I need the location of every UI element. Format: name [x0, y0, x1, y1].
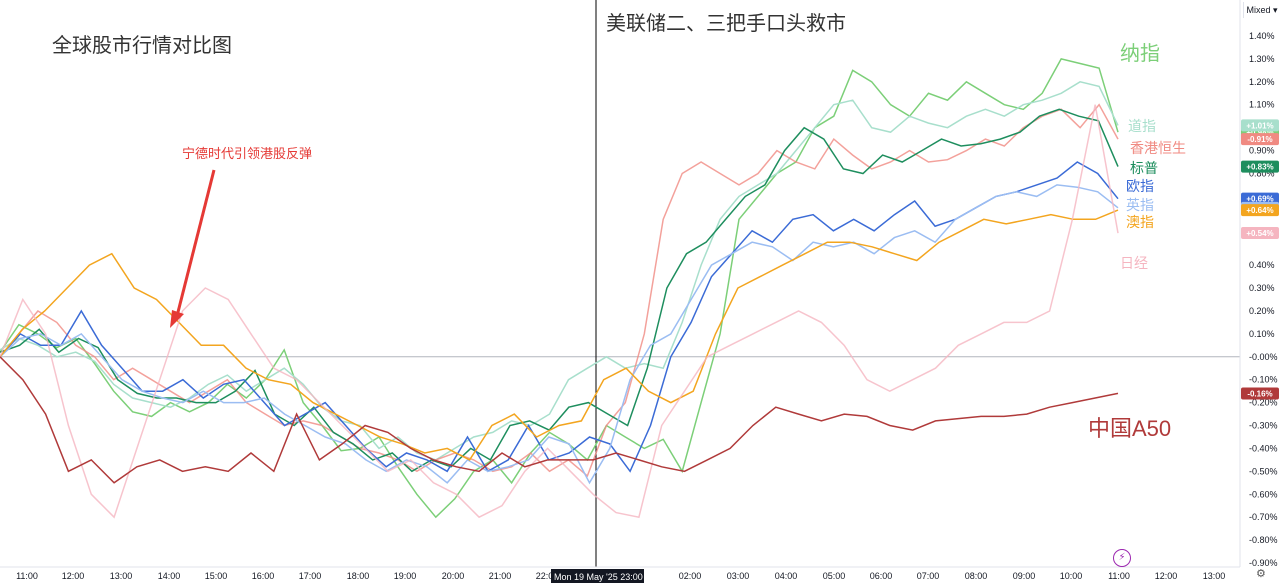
chart-title-left: 全球股市行情对比图	[52, 34, 232, 57]
series-label: 标普	[1130, 160, 1158, 176]
y-tick-label: -0.60%	[1249, 489, 1278, 499]
scale-mode-button[interactable]: Mixed ▾	[1243, 2, 1280, 18]
series-label: 道指	[1128, 118, 1156, 134]
x-tick-label: 11:00	[16, 571, 38, 581]
y-tick-label: 0.10%	[1249, 329, 1275, 339]
series-line-5	[0, 184, 1119, 485]
annotation-arrow	[174, 169, 216, 321]
x-tick-label: 16:00	[252, 571, 275, 581]
y-tick-label: 0.40%	[1249, 260, 1275, 270]
y-tick-label: -0.30%	[1249, 421, 1278, 431]
x-tick-label: 05:00	[823, 571, 846, 581]
y-tick-label: 0.80%	[1249, 168, 1275, 178]
y-tick-label: 0.20%	[1249, 306, 1275, 316]
x-tick-label: 18:00	[347, 571, 370, 581]
x-tick-label: 14:00	[158, 571, 181, 581]
y-tick-label: 1.20%	[1249, 77, 1275, 87]
scale-mode-label: Mixed	[1246, 5, 1271, 15]
crosshair-label: Mon 19 May '25 23:00	[554, 572, 643, 582]
value-badge	[1241, 133, 1279, 146]
value-badge	[1241, 192, 1279, 205]
y-tick-label: 0.30%	[1249, 283, 1275, 293]
value-badge-text: +1.01%	[1246, 121, 1273, 130]
x-tick-label: 02:00	[679, 571, 702, 581]
y-tick-label: -0.70%	[1249, 512, 1278, 522]
y-tick-label: -0.40%	[1249, 443, 1278, 453]
series-label: 纳指	[1120, 42, 1160, 65]
value-badge-text: -0.91%	[1247, 135, 1272, 144]
annotation-arrowhead	[170, 310, 184, 328]
y-tick-label: -0.90%	[1249, 558, 1278, 568]
value-badge	[1241, 204, 1279, 217]
gear-icon[interactable]: ⚙	[1256, 568, 1266, 580]
value-badge-text: +0.98%	[1246, 128, 1273, 137]
x-tick-label: 06:00	[870, 571, 893, 581]
y-tick-label: 0.90%	[1249, 146, 1275, 156]
series-layer	[0, 58, 1119, 519]
series-line-1	[0, 80, 1119, 461]
x-tick-label: 07:00	[917, 571, 940, 581]
x-tick-label: 22:00	[536, 571, 559, 581]
series-label: 欧指	[1126, 178, 1154, 194]
value-badge	[1241, 227, 1279, 240]
series-label: 中国A50	[1088, 416, 1171, 441]
x-axis: 11:00 12:00 13:00 14:00 15:00 16:00 17:00 18:00…	[16, 571, 1225, 581]
y-tick-label: 1.10%	[1249, 100, 1275, 110]
value-badge	[1241, 119, 1279, 132]
series-line-0	[0, 58, 1119, 519]
y-axis: 1.40% 1.30% 1.20% 1.10% 0.90% 0.80% 0.40% 0.30%…	[1239, 0, 1278, 568]
x-tick-label: 11:00	[1108, 571, 1130, 581]
chart-title-right: 美联储二、三把手口头救市	[606, 12, 846, 35]
value-badges: +0.98%+1.01%-0.91%+0.83%+0.69%+0.63%+0.6…	[1241, 119, 1279, 400]
value-badge-text: -0.16%	[1247, 389, 1272, 398]
x-tick-label: 09:00	[1013, 571, 1036, 581]
x-tick-label: 12:00	[62, 571, 85, 581]
x-tick-label: 15:00	[205, 571, 228, 581]
series-line-6	[0, 209, 1119, 461]
value-badge-text: +0.83%	[1246, 163, 1273, 172]
bolt-icon[interactable]: ⚡	[1113, 549, 1131, 567]
series-line-4	[0, 161, 1119, 473]
y-tick-label: 1.30%	[1249, 54, 1275, 64]
series-line-3	[0, 108, 1119, 473]
x-tick-label: 04:00	[775, 571, 798, 581]
value-badge-text: +0.69%	[1246, 195, 1273, 204]
y-tick-label: -0.50%	[1249, 466, 1278, 476]
value-badge-text: +0.54%	[1246, 229, 1273, 238]
x-tick-label: 19:00	[394, 571, 417, 581]
x-tick-label: 10:00	[1060, 571, 1083, 581]
series-line-8	[0, 356, 1119, 484]
x-tick-label: 13:00	[1203, 571, 1226, 581]
crosshair-label-bg	[551, 569, 644, 583]
x-tick-label: 21:00	[489, 571, 512, 581]
y-tick-label: -0.20%	[1249, 398, 1278, 408]
series-line-2	[0, 103, 1119, 478]
y-tick-label: 1.40%	[1249, 31, 1275, 41]
series-label: 英指	[1126, 197, 1154, 213]
series-label: 日经	[1120, 255, 1148, 271]
y-tick-label: -0.10%	[1249, 375, 1278, 385]
y-tick-label: -0.80%	[1249, 535, 1278, 545]
value-badge	[1241, 387, 1279, 400]
value-badge	[1241, 160, 1279, 173]
x-tick-label: 17:00	[299, 571, 322, 581]
series-label: 澳指	[1126, 214, 1154, 230]
annotation-text: 宁德时代引领港股反弹	[182, 146, 312, 161]
x-tick-label: 20:00	[442, 571, 465, 581]
x-tick-label: 03:00	[727, 571, 750, 581]
x-tick-label: 13:00	[110, 571, 133, 581]
y-tick-label: -0.00%	[1249, 352, 1278, 362]
x-tick-label: 12:00	[1155, 571, 1178, 581]
x-tick-label: 08:00	[965, 571, 988, 581]
series-label: 香港恒生	[1130, 140, 1186, 156]
value-badge-text: +0.64%	[1246, 206, 1273, 215]
